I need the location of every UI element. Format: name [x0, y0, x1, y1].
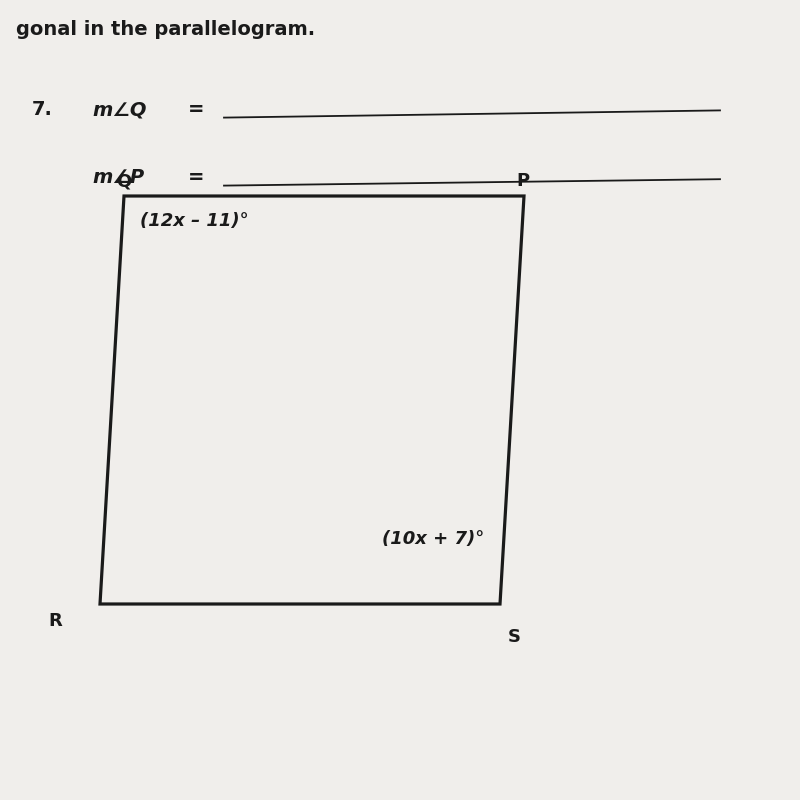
Text: =: =: [188, 100, 205, 119]
Text: m∠P: m∠P: [92, 168, 144, 187]
Text: (12x – 11)°: (12x – 11)°: [140, 212, 249, 230]
Text: 7.: 7.: [32, 100, 53, 119]
Text: m∠Q: m∠Q: [92, 100, 146, 119]
Text: Q: Q: [116, 172, 131, 190]
Text: (10x + 7)°: (10x + 7)°: [382, 530, 484, 548]
Text: S: S: [508, 628, 521, 646]
Text: P: P: [516, 172, 529, 190]
Text: R: R: [48, 612, 62, 630]
Text: =: =: [188, 168, 205, 187]
Text: gonal in the parallelogram.: gonal in the parallelogram.: [16, 20, 315, 39]
